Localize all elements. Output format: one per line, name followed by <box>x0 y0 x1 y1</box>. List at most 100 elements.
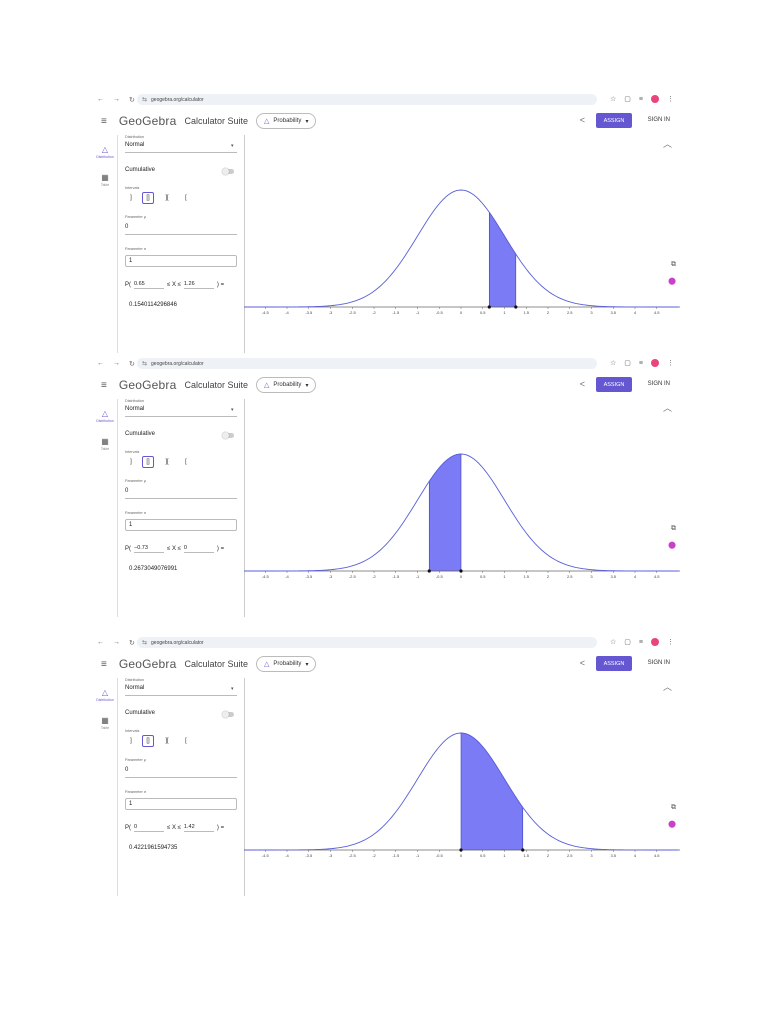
distribution-select[interactable]: Normal <box>125 685 145 691</box>
site-info-icon[interactable]: ⇆ <box>142 97 148 103</box>
assign-button[interactable]: ASSIGN <box>596 113 632 128</box>
extensions-icon[interactable]: ▢ <box>624 96 631 103</box>
sign-in-button[interactable]: SIGN IN <box>647 660 670 666</box>
reload-icon[interactable]: ↻ <box>129 640 135 647</box>
rail-item-distribution[interactable]: △ Distribution <box>93 409 117 423</box>
interval-right-button[interactable]: [ <box>185 459 187 465</box>
app-switcher[interactable]: △ Probability ▾ <box>256 656 317 672</box>
more-menu-icon[interactable]: ⋮ <box>667 96 674 103</box>
more-menu-icon[interactable]: ⋮ <box>667 639 674 646</box>
dropdown-caret-icon[interactable]: ▾ <box>231 143 234 149</box>
sigma-input[interactable]: 1 <box>125 255 237 267</box>
back-icon[interactable]: ← <box>97 639 104 646</box>
collapse-icon[interactable]: ︿ <box>662 403 672 413</box>
rail-item-distribution[interactable]: △ Distribution <box>93 145 117 159</box>
interval-between-button[interactable]: [] <box>142 735 154 747</box>
cumulative-toggle[interactable] <box>222 432 234 439</box>
distribution-icon: △ <box>101 145 109 154</box>
share-icon[interactable]: < <box>579 658 585 668</box>
x-tick-label: 3.5 <box>610 310 616 315</box>
sign-in-button[interactable]: SIGN IN <box>647 381 670 387</box>
rail-item-table[interactable]: ▦ Table <box>93 437 117 451</box>
menu-icon[interactable]: ≡ <box>101 115 107 127</box>
interval-right-button[interactable]: [ <box>185 738 187 744</box>
profile-avatar[interactable] <box>651 95 659 103</box>
graph-view[interactable]: -4.5 -4 -3.5 -3 -2.5 -2 -1.5 -1 -0.5 0 0.5 1 1.5 2 2.5… <box>244 678 680 896</box>
forward-icon[interactable]: → <box>113 96 120 103</box>
cumulative-toggle[interactable] <box>222 711 234 718</box>
address-bar[interactable]: ⇆ geogebra.org/calculator <box>137 94 597 105</box>
share-icon[interactable]: < <box>579 115 585 125</box>
upper-bound-input[interactable]: 1.42 <box>183 823 214 832</box>
rail-item-table[interactable]: ▦ Table <box>93 173 117 187</box>
bookmark-star-icon[interactable]: ☆ <box>610 96 617 103</box>
site-info-icon[interactable]: ⇆ <box>142 361 148 367</box>
interval-outside-button[interactable]: ][ <box>165 459 169 465</box>
lower-bound-input[interactable]: 0 <box>134 823 164 832</box>
style-icon[interactable]: ⬤ <box>668 278 676 285</box>
media-icon[interactable]: ≡ <box>638 359 643 367</box>
address-bar[interactable]: ⇆ geogebra.org/calculator <box>137 358 597 369</box>
back-icon[interactable]: ← <box>97 360 104 367</box>
share-icon[interactable]: < <box>579 379 585 389</box>
collapse-icon[interactable]: ︿ <box>662 682 672 692</box>
shaded-probability-area <box>428 453 462 572</box>
interval-between-button[interactable]: [] <box>142 192 154 204</box>
menu-icon[interactable]: ≡ <box>101 379 107 391</box>
lower-bound-input[interactable]: 0.65 <box>134 280 164 289</box>
interval-left-button[interactable]: ] <box>130 459 132 465</box>
extensions-icon[interactable]: ▢ <box>624 639 631 646</box>
dropdown-caret-icon[interactable]: ▾ <box>231 407 234 413</box>
interval-outside-button[interactable]: ][ <box>165 738 169 744</box>
bookmark-star-icon[interactable]: ☆ <box>610 360 617 367</box>
x-tick-label: 4 <box>634 574 637 579</box>
distribution-select[interactable]: Normal <box>125 142 145 148</box>
media-icon[interactable]: ≡ <box>638 638 643 646</box>
cumulative-toggle[interactable] <box>222 168 234 175</box>
mu-input[interactable]: 0 <box>125 767 129 773</box>
export-icon[interactable]: ⧉ <box>671 804 676 811</box>
assign-button[interactable]: ASSIGN <box>596 377 632 392</box>
reload-icon[interactable]: ↻ <box>129 97 135 104</box>
graph-view[interactable]: -4.5 -4 -3.5 -3 -2.5 -2 -1.5 -1 -0.5 0 0.5 1 1.5 2 2.5… <box>244 135 680 353</box>
forward-icon[interactable]: → <box>113 360 120 367</box>
more-menu-icon[interactable]: ⋮ <box>667 360 674 367</box>
style-icon[interactable]: ⬤ <box>668 542 676 549</box>
style-icon[interactable]: ⬤ <box>668 821 676 828</box>
menu-icon[interactable]: ≡ <box>101 658 107 670</box>
upper-bound-input[interactable]: 1.26 <box>183 280 214 289</box>
rail-item-distribution[interactable]: △ Distribution <box>93 688 117 702</box>
lower-bound-input[interactable]: −0.73 <box>134 544 164 553</box>
forward-icon[interactable]: → <box>113 639 120 646</box>
back-icon[interactable]: ← <box>97 96 104 103</box>
interval-outside-button[interactable]: ][ <box>165 195 169 201</box>
media-icon[interactable]: ≡ <box>638 95 643 103</box>
app-switcher[interactable]: △ Probability ▾ <box>256 113 317 129</box>
assign-button[interactable]: ASSIGN <box>596 656 632 671</box>
profile-avatar[interactable] <box>651 359 659 367</box>
site-info-icon[interactable]: ⇆ <box>142 640 148 646</box>
sigma-input[interactable]: 1 <box>125 798 237 810</box>
export-icon[interactable]: ⧉ <box>671 261 676 268</box>
interval-right-button[interactable]: [ <box>185 195 187 201</box>
mu-input[interactable]: 0 <box>125 224 129 230</box>
app-switcher[interactable]: △ Probability ▾ <box>256 377 317 393</box>
interval-left-button[interactable]: ] <box>130 738 132 744</box>
mu-input[interactable]: 0 <box>125 488 129 494</box>
collapse-icon[interactable]: ︿ <box>662 139 672 149</box>
profile-avatar[interactable] <box>651 638 659 646</box>
reload-icon[interactable]: ↻ <box>129 361 135 368</box>
sigma-input[interactable]: 1 <box>125 519 237 531</box>
bookmark-star-icon[interactable]: ☆ <box>610 639 617 646</box>
address-bar[interactable]: ⇆ geogebra.org/calculator <box>137 637 597 648</box>
extensions-icon[interactable]: ▢ <box>624 360 631 367</box>
rail-item-table[interactable]: ▦ Table <box>93 716 117 730</box>
graph-view[interactable]: -4.5 -4 -3.5 -3 -2.5 -2 -1.5 -1 -0.5 0 0.5 1 1.5 2 2.5… <box>244 399 680 617</box>
distribution-select[interactable]: Normal <box>125 406 145 412</box>
interval-between-button[interactable]: [] <box>142 456 154 468</box>
sign-in-button[interactable]: SIGN IN <box>647 117 670 123</box>
interval-left-button[interactable]: ] <box>130 195 132 201</box>
upper-bound-input[interactable]: 0 <box>183 544 214 553</box>
export-icon[interactable]: ⧉ <box>671 525 676 532</box>
dropdown-caret-icon[interactable]: ▾ <box>231 686 234 692</box>
